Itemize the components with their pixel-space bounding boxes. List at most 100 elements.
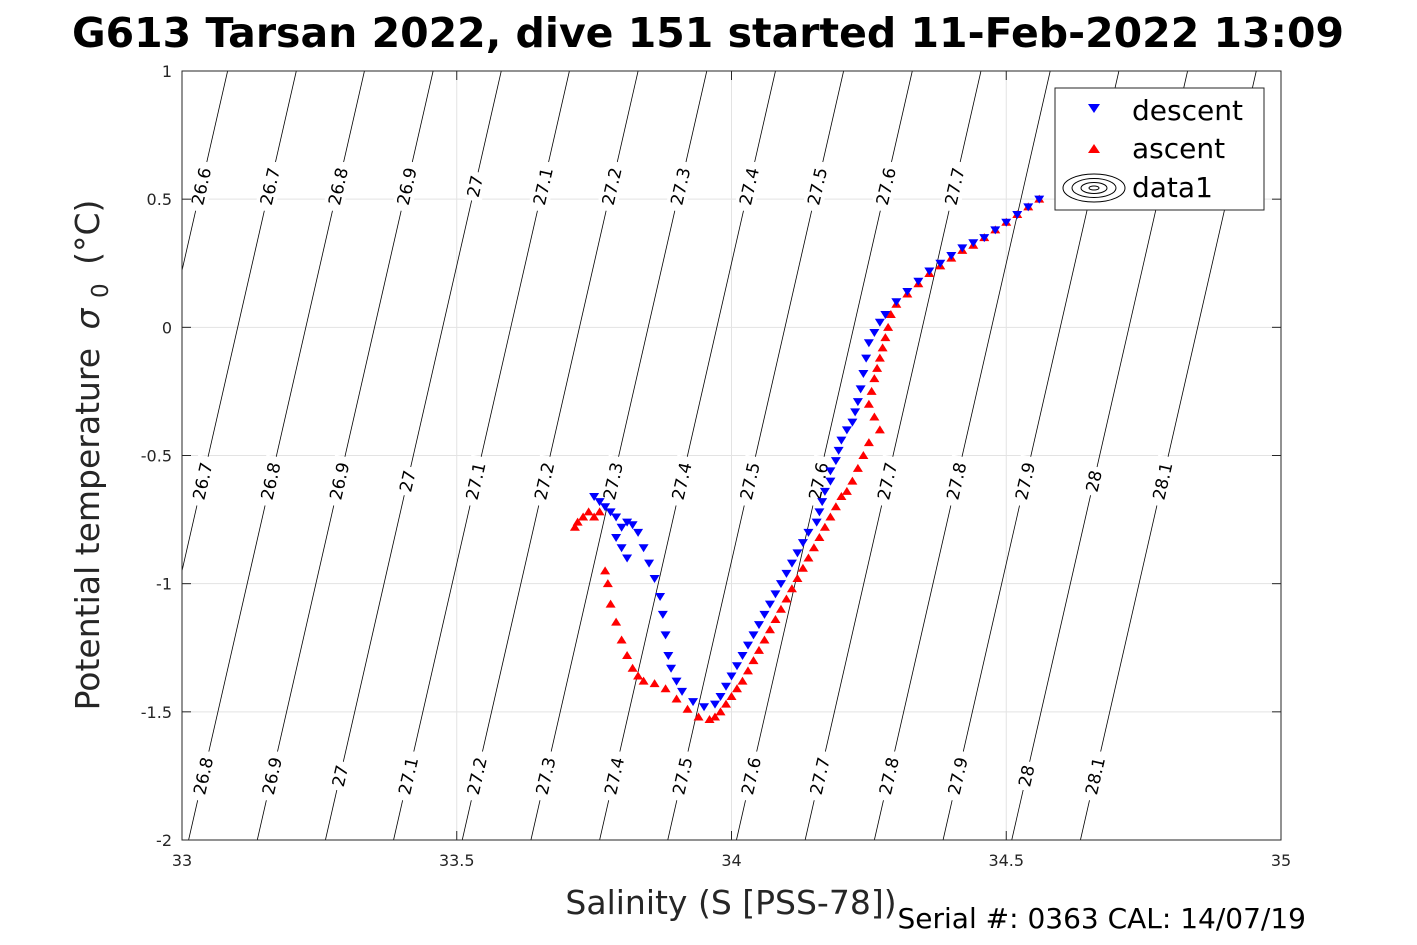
descent-point [638,544,649,553]
descent-point [742,641,753,650]
descent-point [605,508,616,517]
contour-label-bg [1009,454,1041,508]
descent-point [786,559,797,568]
descent-point [649,575,660,584]
descent-point [657,610,668,619]
ascent-point [764,625,775,634]
ascent-point [627,663,638,672]
x-tick-label: 33 [172,851,192,870]
ascent-point [602,579,613,588]
contour-label-text: 28 [1015,763,1039,789]
y-axis-label-text: Potential temperature [68,348,107,710]
contour-label-bg [734,454,766,508]
ascent-point [710,712,721,721]
x-tick-label: 34 [721,851,741,870]
descent-point [833,446,844,455]
ascent-point [852,463,863,472]
contour-label-bg [461,749,493,803]
descent-point [803,528,814,537]
contour-label: 28 [1013,759,1040,793]
ascent-point [830,502,841,511]
descent-point [825,467,836,476]
contour-label-bg [873,749,905,803]
ascent-point [770,615,781,624]
ascent-point [847,476,858,485]
ascent-point [569,522,580,531]
descent-point [611,534,622,543]
ascent-point [748,656,759,665]
x-tick-label: 34.5 [988,851,1024,870]
contour-label-bg [1147,454,1178,508]
ascent-point [682,704,693,713]
y-axis-label-subscript: 0 [88,283,114,298]
ascent-point [880,333,891,342]
contour-label-bg [1079,749,1111,803]
contour-label-bg [665,159,696,213]
descent-point [688,698,699,707]
descent-point [671,677,682,686]
ascent-point [759,635,770,644]
descent-point [858,369,869,378]
ascent-point [737,676,748,685]
descent-point [861,354,872,363]
descent-point [663,651,674,660]
contour-label-bg [528,454,560,508]
descent-point [660,631,671,640]
descent-point [589,493,600,502]
ascent-point [863,438,874,447]
descent-point [600,503,611,512]
descent-point [850,408,861,417]
descent-point [874,318,885,327]
y-tick-label: -0.5 [141,447,172,466]
contour-label-bg [460,454,491,508]
ascent-point [883,322,894,331]
contour-label-bg [256,749,288,803]
descent-point [1001,218,1012,227]
ascent-point [721,699,732,708]
descent-point [817,498,828,507]
contour-label-bg [1013,759,1040,793]
ascent-point [869,412,880,421]
ascent-point [814,533,825,542]
contour-label-bg [596,159,628,213]
contour-label: 27 [394,464,421,498]
contour-label-bg [871,454,903,508]
ascent-point [866,386,877,395]
descent-point [946,252,957,261]
legend-descent-label: descent [1132,94,1243,127]
legend-data1-label: data1 [1132,171,1213,204]
contour-label-bg [939,159,970,213]
axis-ticks: 33 33.5 34 34.5 35 1 0.5 0 -0.5 -1 -1.5 -2 [141,62,1291,870]
descent-point [644,559,655,568]
contour-label-bg [597,454,629,508]
descent-point [721,682,732,691]
ascent-point [825,512,836,521]
descent-point [913,277,924,286]
contour-label-bg [666,454,697,508]
ascent-point [874,353,885,362]
ascent-point [671,694,682,703]
contour-label-text: 28 [1083,469,1107,495]
contour-label-bg [733,159,765,213]
ascent-point [600,566,611,575]
descent-point [611,513,622,522]
contour-label-bg [804,749,836,803]
legend-ascent-marker [1088,144,1100,153]
ascent-point [578,512,589,521]
descent-point [957,244,968,253]
descent-point [622,554,633,563]
descent-point [863,339,874,348]
ascent-point [622,650,633,659]
contour-label: 27.5 [801,159,833,213]
descent-point [814,508,825,517]
ascent-point [611,617,622,626]
contour-label-bg [870,159,902,213]
contour-label-text: 27 [329,763,353,789]
ascent-point [742,666,753,675]
descent-point [797,539,808,548]
descent-point [594,498,605,507]
contour-label-bg [801,159,833,213]
ascent-point [792,574,803,583]
ascent-point [715,707,726,716]
ascent-point [693,712,704,721]
